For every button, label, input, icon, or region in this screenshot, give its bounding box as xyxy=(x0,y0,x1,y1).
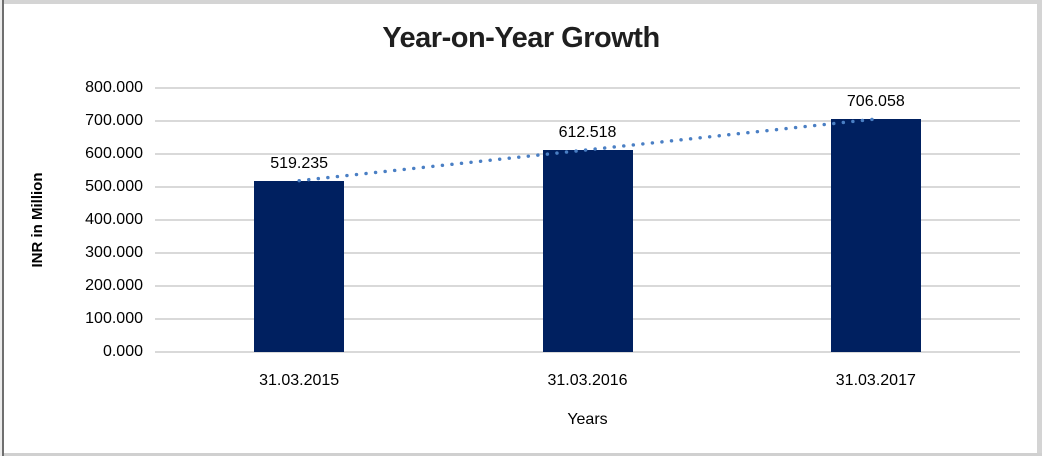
y-tick-label: 600.000 xyxy=(85,145,143,162)
bar xyxy=(542,149,633,352)
chart-title: Year-on-Year Growth xyxy=(382,22,660,54)
x-tick-label: 31.03.2016 xyxy=(547,372,628,389)
y-tick-label: 800.000 xyxy=(85,79,143,96)
window-edge-bottom xyxy=(0,453,1042,456)
bar xyxy=(254,180,345,352)
gridline xyxy=(155,87,1020,89)
window-edge-right xyxy=(1037,0,1042,456)
y-tick-label: 100.000 xyxy=(85,310,143,327)
y-tick-label: 500.000 xyxy=(85,178,143,195)
x-tick-label: 31.03.2017 xyxy=(835,372,916,389)
bar xyxy=(830,119,921,352)
y-tick-label: 300.000 xyxy=(85,244,143,261)
y-tick-label: 0.000 xyxy=(102,343,143,360)
window-edge-left xyxy=(2,0,4,456)
bar-value-label: 612.518 xyxy=(558,123,617,141)
y-tick-label: 400.000 xyxy=(85,211,143,228)
window-edge-left-outer xyxy=(0,0,2,456)
y-tick-label: 200.000 xyxy=(85,277,143,294)
gridline xyxy=(155,351,1020,353)
window-edge-top xyxy=(0,0,1042,4)
x-axis-title: Years xyxy=(567,411,608,428)
x-tick-label: 31.03.2015 xyxy=(259,372,340,389)
bar-value-label: 706.058 xyxy=(846,93,905,110)
y-tick-label: 700.000 xyxy=(85,112,143,129)
bar-value-label: 519.235 xyxy=(270,154,329,172)
